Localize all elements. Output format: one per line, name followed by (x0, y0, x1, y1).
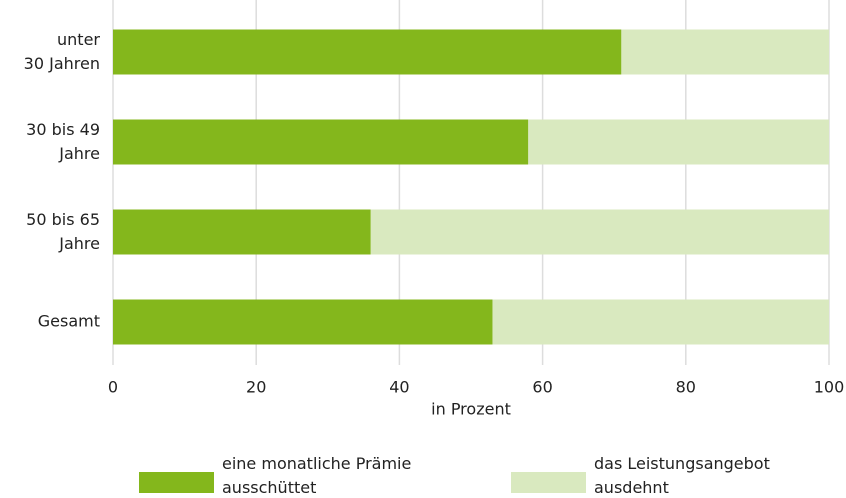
x-tick-label: 100 (814, 378, 845, 397)
bar (113, 29, 622, 75)
legend-swatch (511, 472, 586, 493)
x-tick-label: 0 (108, 378, 118, 397)
legend-label: das Leistungsangebot ausdehnt (594, 454, 770, 497)
x-axis-label: in Prozent (431, 400, 511, 419)
x-tick-label: 40 (389, 378, 409, 397)
bar (113, 119, 529, 165)
legend-swatch (139, 472, 214, 493)
x-tick-label: 80 (676, 378, 696, 397)
x-tick-label: 20 (246, 378, 266, 397)
bar (621, 29, 829, 75)
y-tick-label: Gesamt (38, 312, 100, 331)
y-tick-label: unter 30 Jahren (24, 30, 101, 73)
bar (370, 209, 829, 255)
legend-label: eine monatliche Prämie ausschüttet (222, 454, 411, 497)
bar (528, 119, 829, 165)
y-tick-label: 50 bis 65 Jahre (26, 210, 100, 253)
bar (113, 209, 371, 255)
x-tick-label: 60 (532, 378, 552, 397)
bar (113, 299, 493, 345)
y-tick-label: 30 bis 49 Jahre (26, 120, 100, 163)
bar (492, 299, 829, 345)
